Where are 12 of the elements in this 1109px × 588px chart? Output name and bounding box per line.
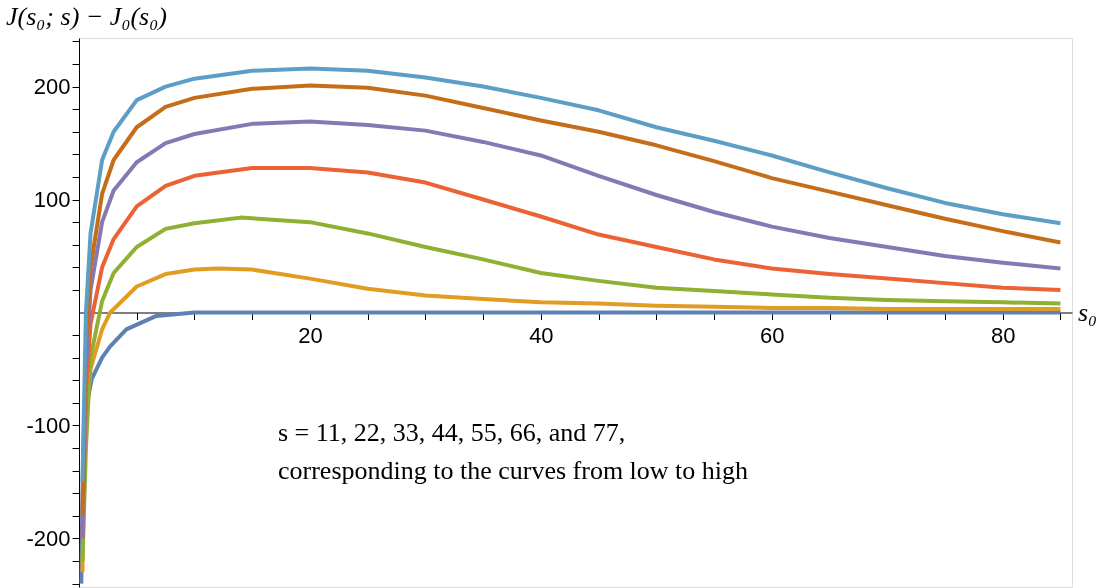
x-axis-title: s₀ bbox=[1078, 297, 1098, 327]
y-tick-label: -200 bbox=[26, 525, 71, 551]
x-tick-label: 60 bbox=[760, 323, 785, 348]
annotation: s = 11, 22, 33, 44, 55, 66, and 77, bbox=[278, 418, 626, 447]
x-tick-label: 40 bbox=[529, 323, 554, 348]
y-tick-label: -100 bbox=[26, 412, 71, 438]
y-tick-label: 200 bbox=[33, 74, 71, 100]
y-axis-title: J(s₀; s) − J₀(s₀) bbox=[6, 2, 167, 31]
annotation: corresponding to the curves from low to high bbox=[278, 456, 749, 485]
y-tick-label: 100 bbox=[33, 187, 71, 213]
x-tick-label: 20 bbox=[298, 323, 323, 348]
x-tick-label: 80 bbox=[990, 323, 1016, 348]
